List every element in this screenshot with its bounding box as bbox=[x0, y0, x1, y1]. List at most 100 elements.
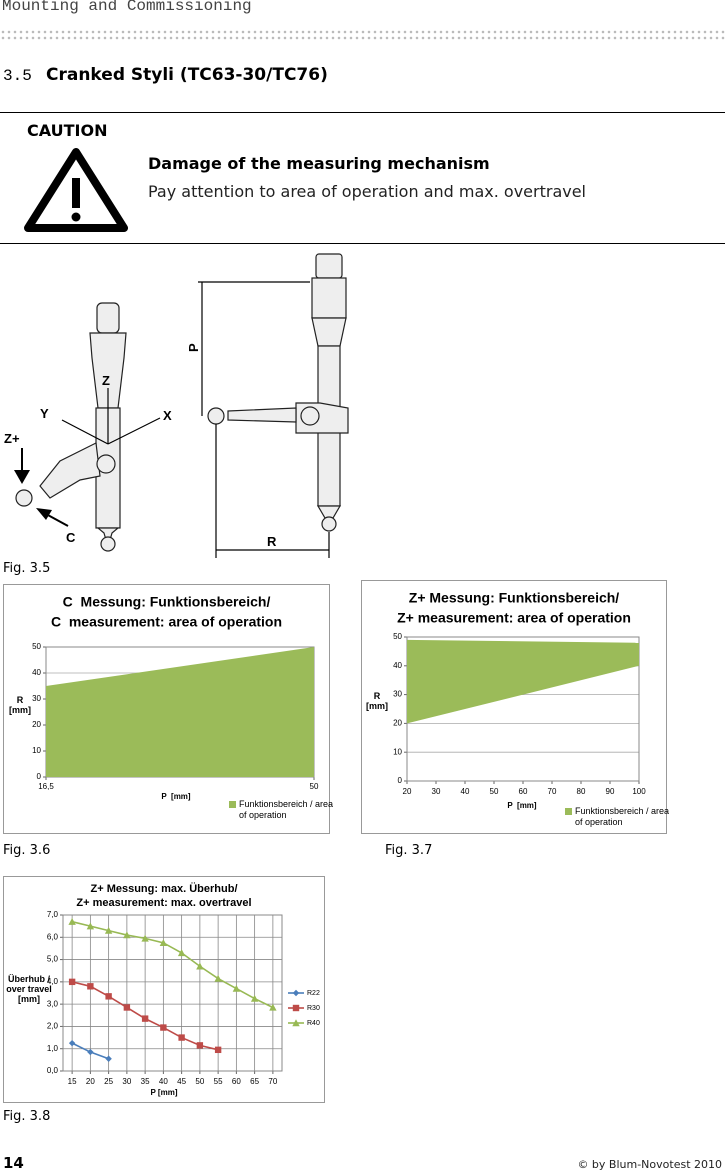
legend-marker bbox=[292, 1004, 300, 1012]
page-number: 14 bbox=[3, 1154, 24, 1172]
axis-label: Z+ bbox=[4, 431, 20, 446]
legend-marker bbox=[292, 989, 300, 997]
marker bbox=[86, 922, 95, 930]
legend-item: Funktionsbereich / area of operation bbox=[565, 806, 670, 828]
chart-title: Z+ Messung: max. Überhub/ bbox=[91, 882, 238, 895]
y-tick-label: 6,0 bbox=[47, 932, 59, 941]
x-tick-label: 30 bbox=[122, 1077, 131, 1086]
line bbox=[71, 920, 274, 1009]
rule bbox=[0, 112, 725, 113]
caution-text: Pay attention to area of operation and m… bbox=[148, 182, 586, 201]
marker bbox=[178, 1034, 185, 1041]
dimension-label: R bbox=[267, 534, 277, 549]
figure-caption: Fig. 3.6 bbox=[3, 843, 51, 858]
legend-marker bbox=[292, 1019, 300, 1027]
y-tick-label: 20 bbox=[32, 720, 41, 729]
y-tick-label: 4,0 bbox=[47, 977, 59, 986]
y-tick-label: 7,0 bbox=[47, 910, 59, 919]
y-axis-label: Überhub / over travel [mm] bbox=[6, 974, 52, 1004]
chart-svg: C Messung: Funktionsbereich/C measuremen… bbox=[32, 594, 319, 801]
area bbox=[46, 647, 314, 777]
marker bbox=[141, 1015, 149, 1022]
y-tick-label: 10 bbox=[393, 747, 402, 756]
figure-caption: Fig. 3.8 bbox=[3, 1109, 51, 1124]
x-tick-label: 90 bbox=[606, 787, 615, 796]
marker bbox=[141, 934, 149, 942]
dotted-rule bbox=[0, 36, 725, 40]
legend-item: Funktionsbereich / area of operation bbox=[229, 799, 334, 821]
marker bbox=[123, 1004, 131, 1011]
x-tick-label: 50 bbox=[195, 1077, 204, 1086]
y-axis-label: R [mm] bbox=[9, 695, 31, 715]
marker bbox=[68, 917, 76, 925]
marker bbox=[269, 1003, 277, 1011]
legend-swatch bbox=[229, 801, 236, 808]
legend-label: Funktionsbereich / area of operation bbox=[575, 806, 670, 827]
x-tick-label: 20 bbox=[403, 787, 412, 796]
x-tick-label: 25 bbox=[104, 1077, 113, 1086]
marker bbox=[196, 962, 204, 970]
x-tick-label: 45 bbox=[177, 1077, 186, 1086]
x-tick-label: 20 bbox=[86, 1077, 95, 1086]
marker bbox=[68, 978, 76, 986]
dotted-rule bbox=[0, 30, 725, 34]
area bbox=[407, 639, 639, 724]
dimension-label: P bbox=[186, 343, 201, 352]
y-tick-label: 3,0 bbox=[47, 999, 59, 1008]
marker bbox=[105, 993, 112, 1000]
chart-title: Z+ measurement: area of operation bbox=[397, 610, 631, 626]
stylus-drawing: Z Y X Z+ C P R bbox=[4, 253, 349, 558]
legend-label: R22 bbox=[307, 990, 320, 997]
legend-label: R40 bbox=[307, 1020, 320, 1027]
y-tick-label: 30 bbox=[393, 690, 402, 699]
figure-caption: Fig. 3.5 bbox=[3, 561, 51, 576]
x-tick-label: 55 bbox=[214, 1077, 223, 1086]
chart: C Messung: Funktionsbereich/C measuremen… bbox=[3, 584, 333, 834]
chart: Z+ Messung: max. Überhub/Z+ measurement:… bbox=[3, 876, 325, 1103]
x-tick-label: 16,5 bbox=[38, 782, 54, 791]
rule bbox=[0, 243, 725, 244]
x-tick-label: 50 bbox=[490, 787, 499, 796]
axis-label: Y bbox=[40, 406, 49, 421]
x-tick-label: 65 bbox=[250, 1077, 259, 1086]
chart: Z+ Messung: Funktionsbereich/Z+ measurem… bbox=[361, 580, 670, 834]
legend-swatch bbox=[565, 808, 572, 815]
marker bbox=[159, 939, 168, 947]
marker bbox=[196, 1042, 204, 1049]
caution-label: CAUTION bbox=[27, 121, 108, 140]
figure-caption: Fig. 3.7 bbox=[385, 843, 433, 858]
chart-title: C Messung: Funktionsbereich/ bbox=[63, 594, 271, 610]
x-tick-label: 15 bbox=[68, 1077, 77, 1086]
plot-frame bbox=[62, 914, 283, 1072]
x-axis-label: P [mm] bbox=[507, 801, 537, 810]
y-tick-label: 0,0 bbox=[47, 1066, 59, 1075]
marker bbox=[68, 1039, 76, 1047]
copyright: © by Blum-Novotest 2010 bbox=[577, 1158, 722, 1171]
marker bbox=[232, 984, 241, 992]
x-axis-label: P [mm] bbox=[161, 792, 191, 801]
x-axis-label: P [mm] bbox=[151, 1088, 178, 1097]
caution-heading: Damage of the measuring mechanism bbox=[148, 154, 490, 173]
chart-title: C measurement: area of operation bbox=[51, 614, 282, 630]
running-title: Mounting and Commissioning bbox=[2, 0, 252, 15]
axis-label: Z bbox=[102, 373, 110, 388]
y-tick-label: 10 bbox=[32, 746, 41, 755]
x-tick-label: 35 bbox=[141, 1077, 150, 1086]
legend-label: R30 bbox=[307, 1005, 320, 1012]
x-tick-label: 80 bbox=[577, 787, 586, 796]
marker bbox=[87, 983, 94, 990]
marker bbox=[123, 931, 131, 939]
x-tick-label: 100 bbox=[632, 787, 646, 796]
axis-label: C bbox=[66, 530, 76, 545]
marker bbox=[105, 1055, 112, 1062]
x-tick-label: 50 bbox=[310, 782, 319, 791]
y-tick-label: 40 bbox=[32, 668, 41, 677]
marker bbox=[214, 1046, 222, 1054]
y-tick-label: 0 bbox=[398, 776, 403, 785]
marker bbox=[214, 974, 222, 982]
section-number: 3.5 bbox=[3, 67, 32, 85]
x-tick-label: 30 bbox=[432, 787, 441, 796]
x-tick-label: 70 bbox=[268, 1077, 277, 1086]
y-tick-label: 1,0 bbox=[47, 1044, 59, 1053]
